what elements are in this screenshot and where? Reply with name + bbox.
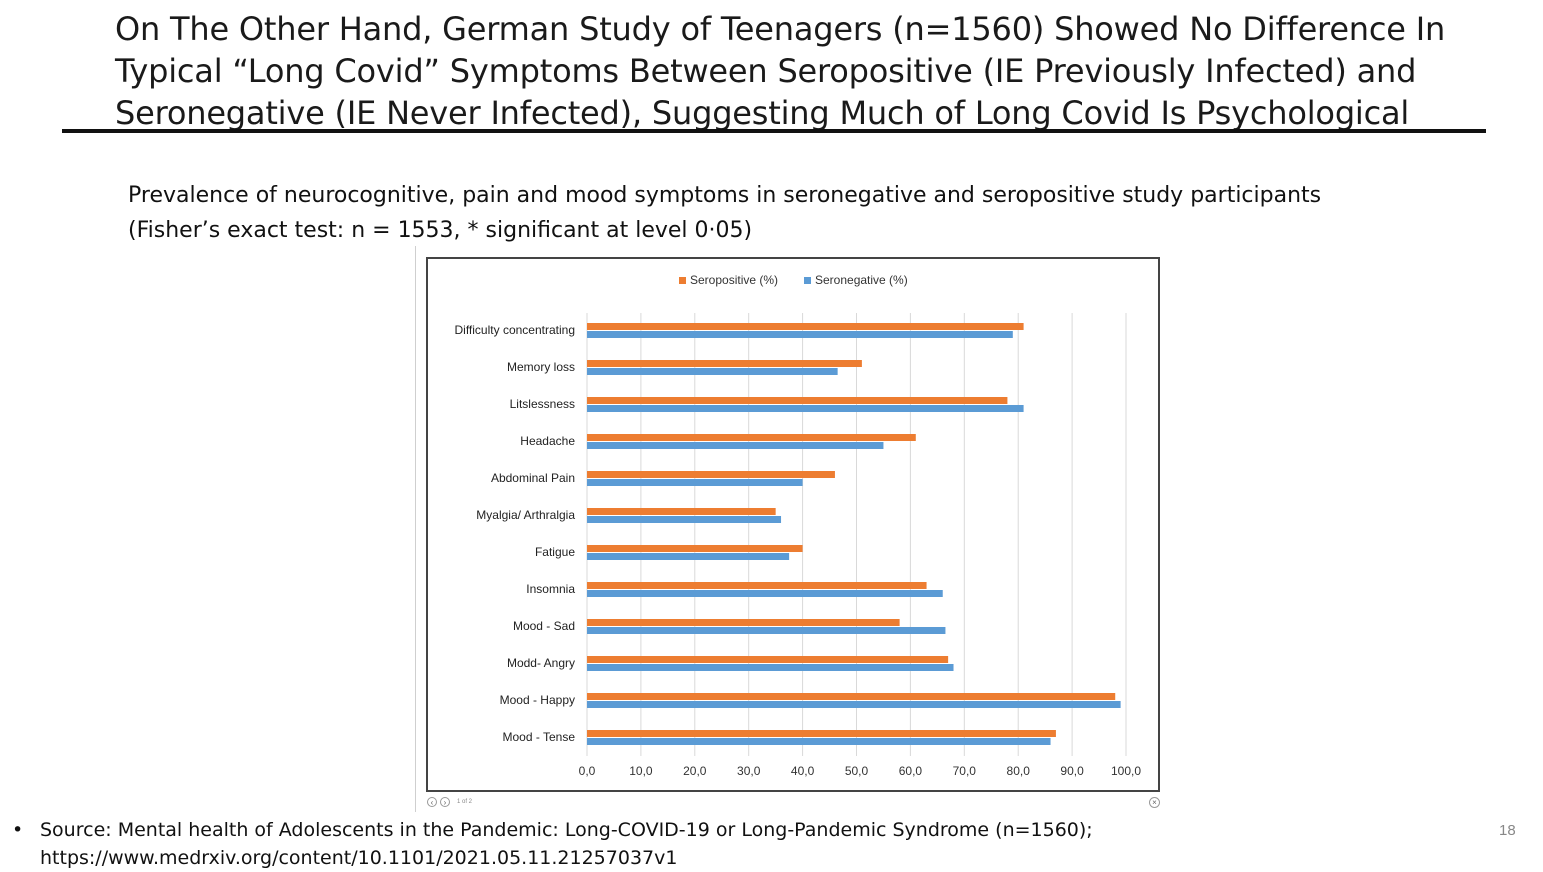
bar-seronegative: [587, 479, 803, 486]
page-number: 18: [1499, 822, 1516, 839]
bar-seronegative: [587, 590, 943, 597]
caption-line-1: Prevalence of neurocognitive, pain and m…: [128, 183, 1322, 208]
bar-seropositive: [587, 582, 927, 589]
bar-seronegative: [587, 516, 782, 523]
category-label: Modd- Angry: [507, 656, 575, 670]
x-tick-label: 60,0: [899, 764, 923, 778]
bar-chart: Seropositive (%) Seronegative (%) Diffic…: [454, 273, 1142, 778]
source-link[interactable]: https://www.medrxiv.org/content/10.1101/…: [40, 847, 678, 869]
category-label: Mood - Sad: [513, 619, 575, 633]
category-label: Fatigue: [535, 545, 575, 559]
bar-seropositive: [587, 693, 1116, 700]
source-note: • Source: Mental health of Adolescents i…: [12, 816, 1312, 872]
x-tick-label: 30,0: [737, 764, 761, 778]
bar-seronegative: [587, 442, 884, 449]
caption-line-2: (Fisher’s exact test: n = 1553, * signif…: [128, 218, 753, 243]
x-tick-label: 90,0: [1060, 764, 1084, 778]
category-labels: Difficulty concentrating Memory loss Litsl…: [454, 323, 575, 744]
x-tick-label: 0,0: [579, 764, 596, 778]
title-divider: [62, 129, 1486, 133]
bullet-icon: •: [12, 819, 24, 841]
chart-caption: Prevalence of neurocognitive, pain and m…: [128, 178, 1448, 248]
legend-label-seronegative: Seronegative (%): [815, 273, 908, 287]
category-label: Difficulty concentrating: [454, 323, 575, 337]
bar-seropositive: [587, 360, 862, 367]
category-label: Myalgia/ Arthralgia: [476, 508, 575, 522]
bar-seronegative: [587, 331, 1013, 338]
x-tick-label: 70,0: [953, 764, 977, 778]
bar-seropositive: [587, 508, 776, 515]
category-label: Mood - Tense: [503, 730, 576, 744]
gridlines: [586, 313, 1127, 756]
bar-seropositive: [587, 656, 949, 663]
legend-swatch-seronegative: [804, 277, 811, 284]
bars: [587, 323, 1121, 745]
category-label: Mood - Happy: [500, 693, 575, 707]
bar-seronegative: [587, 553, 790, 560]
pdf-page-controls: ‹ › 1 of 2: [427, 796, 472, 808]
category-label: Insomnia: [526, 582, 575, 596]
bar-seronegative: [587, 627, 946, 634]
legend-swatch-seropositive: [679, 277, 686, 284]
bar-seropositive: [587, 397, 1008, 404]
next-page-button[interactable]: ›: [440, 797, 450, 807]
bar-seropositive: [587, 730, 1056, 737]
category-label: Litslessness: [510, 397, 575, 411]
bar-seronegative: [587, 664, 954, 671]
bar-seropositive: [587, 434, 916, 441]
bar-seronegative: [587, 405, 1024, 412]
x-tick-labels: 0,0 10,0 20,0 30,0 40,0 50,0 60,0 70,0 80,0 90,0 1…: [579, 764, 1142, 778]
close-viewer-button[interactable]: ×: [1149, 797, 1160, 808]
bar-seropositive: [587, 545, 803, 552]
x-tick-label: 10,0: [629, 764, 653, 778]
bar-seronegative: [587, 701, 1121, 708]
x-tick-label: 80,0: [1007, 764, 1031, 778]
x-tick-label: 50,0: [845, 764, 869, 778]
chart-container: Seropositive (%) Seronegative (%) Diffic…: [426, 257, 1160, 792]
bar-seronegative: [587, 738, 1051, 745]
bar-seropositive: [587, 323, 1024, 330]
source-text: Source: Mental health of Adolescents in …: [40, 819, 1093, 841]
category-label: Abdominal Pain: [491, 471, 575, 485]
category-label: Headache: [520, 434, 575, 448]
bar-seropositive: [587, 619, 900, 626]
x-tick-label: 40,0: [791, 764, 815, 778]
x-tick-label: 100,0: [1111, 764, 1141, 778]
pdf-page-indicator: 1 of 2: [457, 799, 473, 805]
slide-title: On The Other Hand, German Study of Teena…: [115, 10, 1446, 132]
category-label: Memory loss: [507, 360, 575, 374]
legend-label-seropositive: Seropositive (%): [690, 273, 778, 287]
bar-seronegative: [587, 368, 838, 375]
previous-page-button[interactable]: ‹: [427, 797, 437, 807]
bar-seropositive: [587, 471, 835, 478]
chart-legend: Seropositive (%) Seronegative (%): [679, 273, 908, 287]
x-tick-label: 20,0: [683, 764, 707, 778]
